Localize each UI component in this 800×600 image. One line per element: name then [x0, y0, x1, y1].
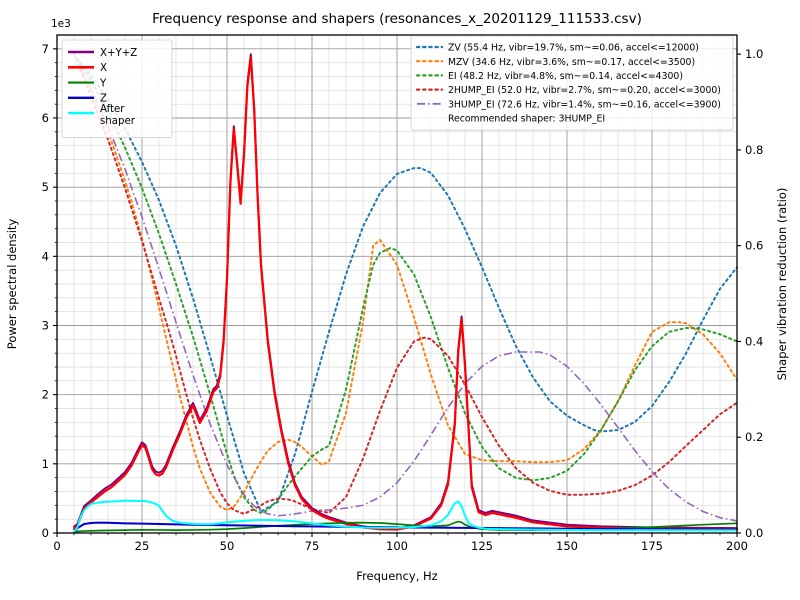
shaper-curve-2hump_ei: [73, 53, 738, 515]
psd-legend-label-xyz: X+Y+Z: [100, 48, 137, 59]
psd-curve-aftershaper: [73, 499, 738, 533]
y2tick-label: 0.6: [745, 239, 763, 253]
xtick-label: 50: [220, 539, 235, 553]
y2tick-label: 1.0: [745, 47, 763, 61]
shaper-legend-label-2hump_ei: 2HUMP_EI (52.0 Hz, vibr=2.7%, sm~=0.20, …: [448, 85, 721, 96]
xtick-label: 150: [556, 539, 578, 553]
xtick-label: 75: [305, 539, 320, 553]
ytick-label: 7: [42, 42, 49, 56]
shaper-legend-label-mzv: MZV (34.6 Hz, vibr=3.6%, sm~=0.17, accel…: [448, 57, 695, 68]
xtick-label: 25: [135, 539, 150, 553]
xtick-label: 0: [53, 539, 60, 553]
y-axis-offset-label: 1e3: [51, 18, 71, 30]
shaper-curve-3hump_ei: [73, 53, 738, 522]
shaper-curve-ei: [73, 53, 738, 514]
ytick-label: 4: [42, 249, 49, 263]
ytick-label: 0: [42, 526, 49, 540]
chart-title: Frequency response and shapers (resonanc…: [152, 11, 642, 27]
xtick-label: 175: [641, 539, 663, 553]
psd-curve-z: [73, 521, 738, 534]
y2tick-label: 0.2: [745, 430, 763, 444]
y-axis-label: Power spectral density: [5, 219, 19, 350]
y2-axis-label: Shaper vibration reduction (ratio): [775, 188, 789, 381]
ytick-label: 5: [42, 180, 49, 194]
xtick-label: 200: [726, 539, 748, 553]
psd-legend-label-aftershaper-line2: shaper: [100, 116, 136, 127]
x-axis-label: Frequency, Hz: [356, 569, 437, 583]
shaper-legend-box: [410, 35, 734, 131]
ytick-label: 3: [42, 319, 49, 333]
shaper-legend-label-3hump_ei: 3HUMP_EI (72.6 Hz, vibr=1.4%, sm~=0.16, …: [448, 99, 721, 110]
psd-legend-label-y: Y: [99, 78, 107, 89]
y2tick-label: 0.0: [745, 526, 763, 540]
xtick-label: 100: [386, 539, 408, 553]
shaper-legend-label-ei: EI (48.2 Hz, vibr=4.8%, sm~=0.14, accel<…: [448, 71, 683, 82]
recommended-shaper-label: Recommended shaper: 3HUMP_EI: [448, 114, 605, 125]
ytick-label: 6: [42, 111, 49, 125]
shaper-legend-label-zv: ZV (55.4 Hz, vibr=19.7%, sm~=0.06, accel…: [448, 43, 699, 54]
psd-legend-label-x: X: [100, 63, 107, 74]
psd-legend-label-z: Z: [100, 94, 107, 105]
ytick-label: 2: [42, 388, 49, 402]
psd-curve-x: [72, 56, 739, 531]
shaper-curve-zv: [73, 53, 738, 513]
psd-legend-label-aftershaper-line1: After: [100, 104, 125, 115]
ytick-label: 1: [42, 457, 49, 471]
y2tick-label: 0.8: [745, 143, 763, 157]
xtick-label: 125: [471, 539, 493, 553]
y2tick-label: 0.4: [745, 334, 763, 348]
